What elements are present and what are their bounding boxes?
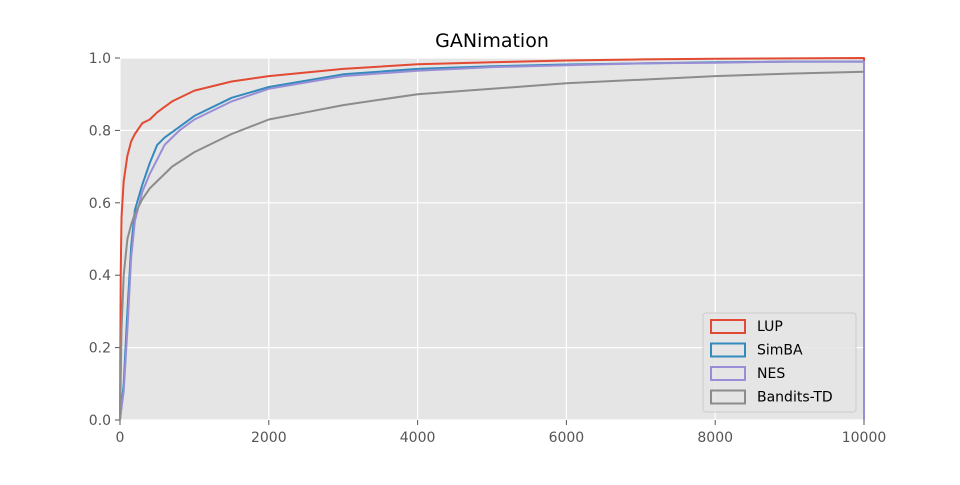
y-tick-label: 0.6 [89,196,111,212]
legend-swatch [710,366,746,381]
legend-label: SimBA [757,343,803,359]
legend-box [702,312,857,413]
x-tick-label: 8000 [697,430,733,446]
legend-label: NES [757,366,785,382]
x-tick-label: 4000 [400,430,436,446]
legend-swatch [710,342,746,358]
x-tick-label: 10000 [842,430,887,446]
axes: 0 2000 4000 6000 8000 10000 0.0 0.2 0.4 0.6 0.8 1.0 [89,51,887,446]
y-tick-label: 0.2 [89,341,111,357]
y-tick-label: 1.0 [89,51,111,67]
x-tick-label: 0 [116,430,125,446]
series-line-nes [119,60,865,421]
series-lines [119,57,865,421]
legend: LUP SimBA NES Bandits-TD [702,312,857,413]
x-tick-label: 2000 [251,430,287,446]
legend-swatch [710,389,746,405]
y-tick-label: 0.4 [89,268,111,284]
y-tick-label: 0.8 [89,123,111,139]
chart-title: GANimation [435,30,549,52]
series-line-lup [119,57,865,421]
series-line-bandits-td [119,70,865,421]
legend-label: LUP [757,319,783,335]
grid [119,57,865,421]
legend-swatch [710,319,746,334]
legend-label: Bandits-TD [757,390,833,406]
x-tick-label: 6000 [549,430,585,446]
y-tick-label: 0.0 [89,413,111,429]
